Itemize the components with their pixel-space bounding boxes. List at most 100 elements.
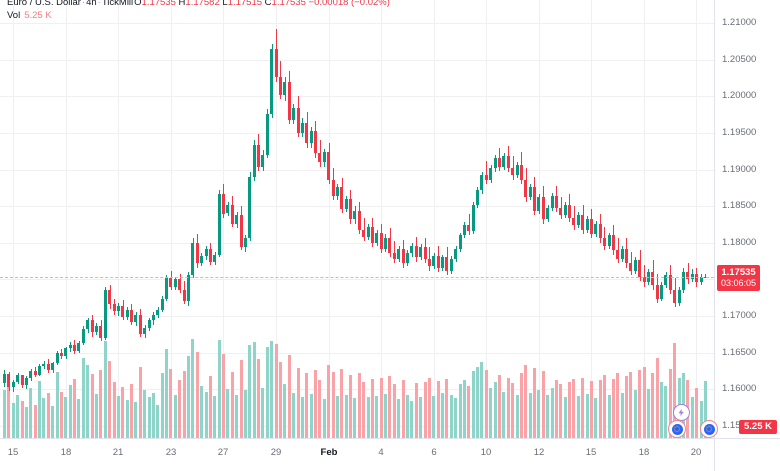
volume-bar (621, 393, 624, 438)
volume-bar (419, 397, 422, 438)
candle-body (428, 258, 431, 267)
volume-bar (222, 354, 225, 438)
candle-body (340, 187, 343, 210)
volume-bar (345, 395, 348, 438)
volume-bar (318, 380, 321, 438)
candle-body (551, 195, 554, 208)
candle-body (402, 248, 405, 264)
gridline-vertical (539, 0, 540, 438)
lightning-bolt-icon[interactable] (673, 404, 690, 421)
candle-body (283, 81, 286, 95)
gridline-vertical (434, 0, 435, 438)
candle-body (169, 277, 172, 287)
gridline-vertical (276, 0, 277, 438)
candle-body (686, 272, 689, 280)
candle-body (371, 226, 374, 243)
candle-body (507, 156, 510, 169)
candle-body (327, 151, 330, 180)
candle-body (581, 214, 584, 230)
volume-bar (327, 365, 330, 438)
candle-body (261, 154, 264, 167)
volume-bar (288, 355, 291, 438)
volume-bar (358, 373, 361, 438)
candle-body (91, 320, 94, 333)
candle-body (196, 242, 199, 264)
candle-body (336, 187, 339, 196)
candle-body (494, 157, 497, 169)
eur-flag-icon[interactable] (668, 420, 686, 438)
bolt-glyph (678, 408, 684, 417)
volume-bar (323, 399, 326, 438)
volume-bar (187, 356, 190, 438)
gridline-vertical (66, 0, 67, 438)
candle-wick (644, 264, 645, 287)
volume-bar (231, 372, 234, 438)
candle-body (82, 329, 85, 344)
volume-bar (533, 368, 536, 438)
volume-bar (69, 385, 72, 438)
volume-bar (638, 370, 641, 438)
candle-body (143, 327, 146, 334)
volume-bar (629, 372, 632, 438)
volume-bar (406, 395, 409, 438)
volume-bar (647, 389, 650, 438)
candle-body (345, 198, 348, 210)
current-price-value: 1.17535 (721, 267, 756, 278)
volume-bar (581, 378, 584, 438)
usd-flag-disc (703, 423, 715, 435)
candle-body (511, 168, 514, 176)
price-axis-label: 1.21000 (722, 17, 757, 28)
candle-body (629, 263, 632, 271)
volume-bar (200, 386, 203, 438)
candle-body (21, 375, 24, 385)
candle-body (463, 225, 466, 236)
candle-body (700, 276, 703, 283)
time-axis[interactable]: 15 18 21 23 27 29 Feb 4 6 10 12 15 18 20 (0, 438, 714, 471)
volume-bar (196, 352, 199, 438)
candle-body (485, 175, 488, 180)
volume-bar (310, 394, 313, 438)
price-axis-label: 1.18000 (722, 237, 757, 248)
price-axis-label: 1.20000 (722, 90, 757, 101)
candle-body (77, 343, 80, 352)
candle-body (375, 232, 378, 243)
volume-bar (424, 382, 427, 438)
volume-bar (139, 367, 142, 438)
candle-body (608, 235, 611, 246)
candle-body (362, 229, 365, 237)
volume-bar (564, 397, 567, 438)
price-axis[interactable]: 1.17535 03:06:05 5.25 K 1.21000 1.20500 1.… (714, 0, 780, 438)
candle-body (3, 373, 6, 383)
volume-bar (301, 397, 304, 438)
current-price-badge: 1.17535 03:06:05 (717, 265, 761, 291)
eu-stars-glyph (673, 425, 681, 433)
volume-bar (60, 392, 63, 438)
gridline-vertical (223, 0, 224, 438)
volume-bar (165, 349, 168, 438)
volume-bar (459, 384, 462, 438)
candle-body (559, 207, 562, 215)
volume-bar (91, 374, 94, 438)
candle-body (38, 365, 41, 375)
chart-plot-area[interactable] (0, 0, 714, 438)
candle-body (165, 277, 168, 299)
candle-wick (364, 217, 365, 242)
candle-body (113, 304, 116, 311)
volume-bar (568, 382, 571, 438)
gridline-horizontal (0, 133, 714, 134)
candle-body (564, 204, 567, 215)
usd-flag-icon[interactable] (700, 420, 718, 438)
volume-bar (56, 372, 59, 438)
candle-body (226, 204, 229, 214)
volume-bar (476, 367, 479, 438)
volume-bar (275, 344, 278, 438)
candle-body (621, 248, 624, 259)
volume-bar (494, 382, 497, 438)
candle-body (419, 247, 422, 258)
volume-bar (437, 381, 440, 438)
volume-bar (511, 383, 514, 438)
candle-body (51, 362, 54, 371)
candle-body (410, 245, 413, 254)
volume-bar (362, 382, 365, 438)
